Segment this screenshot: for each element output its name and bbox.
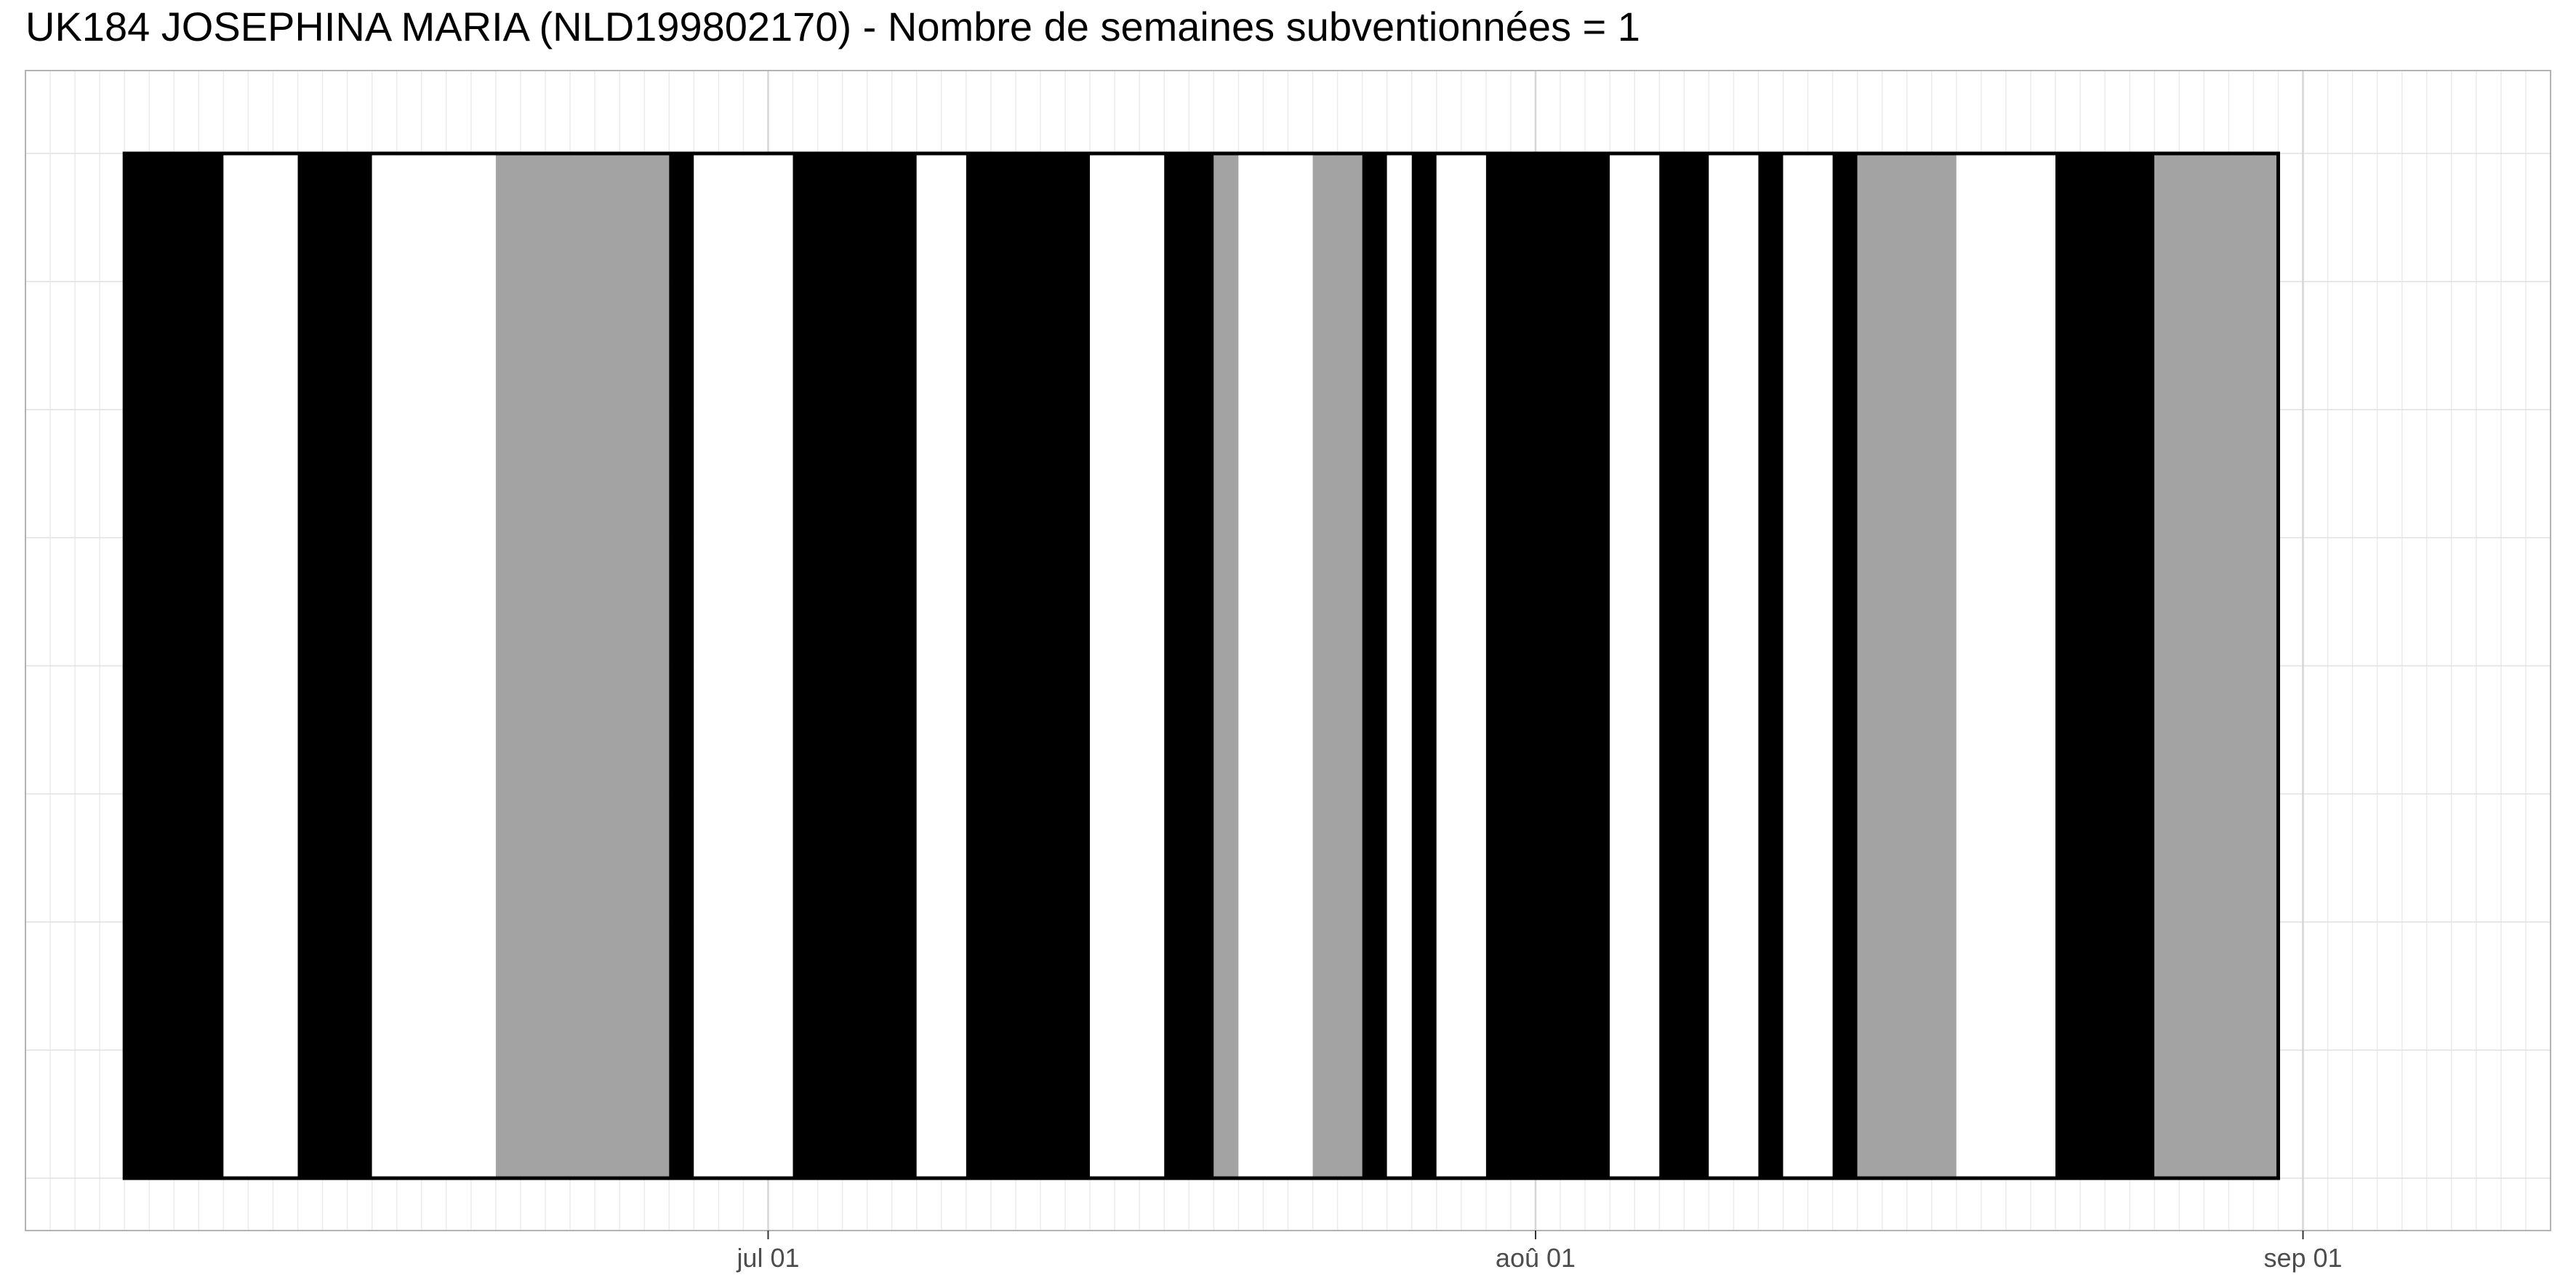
segment-grey	[1312, 153, 1363, 1178]
segment-white	[1956, 153, 2056, 1178]
segment-black	[1485, 153, 1610, 1178]
segment-black	[966, 153, 1091, 1178]
segment-white	[694, 153, 793, 1178]
x-axis-ticks: jul 01 aoû 01 sep 01	[736, 1231, 2343, 1273]
segment-white	[1387, 153, 1412, 1178]
segment-black	[793, 153, 917, 1178]
segment-white	[1783, 153, 1833, 1178]
panel-border	[25, 70, 2551, 1231]
segment-black	[2055, 153, 2155, 1178]
segment-grey	[2154, 153, 2279, 1178]
segment-black	[1164, 153, 1214, 1178]
segment-white	[1436, 153, 1486, 1178]
segment-white	[1610, 153, 1660, 1178]
segment-white	[916, 153, 966, 1178]
segment-black	[1411, 153, 1437, 1178]
segment-black	[1362, 153, 1387, 1178]
segment-white	[372, 153, 496, 1178]
segments	[124, 153, 2279, 1178]
x-tick-label: jul 01	[736, 1243, 799, 1273]
x-tick-label: sep 01	[2263, 1243, 2342, 1273]
segment-black	[1758, 153, 1783, 1178]
segment-grey	[1857, 153, 1957, 1178]
timeline-outline	[122, 151, 2280, 1180]
segment-grey	[495, 153, 670, 1178]
segment-black	[1659, 153, 1709, 1178]
segment-white	[1238, 153, 1313, 1178]
segment-black	[124, 153, 224, 1178]
segment-black	[669, 153, 694, 1178]
x-tick-label: aoû 01	[1496, 1243, 1576, 1273]
chart-title: UK184 JOSEPHINA MARIA (NLD199802170) - N…	[25, 4, 1640, 49]
segment-white	[1090, 153, 1165, 1178]
segment-grey	[1213, 153, 1239, 1178]
segment-white	[223, 153, 298, 1178]
segment-white	[1709, 153, 1759, 1178]
segment-black	[297, 153, 372, 1178]
segment-black	[1832, 153, 1858, 1178]
